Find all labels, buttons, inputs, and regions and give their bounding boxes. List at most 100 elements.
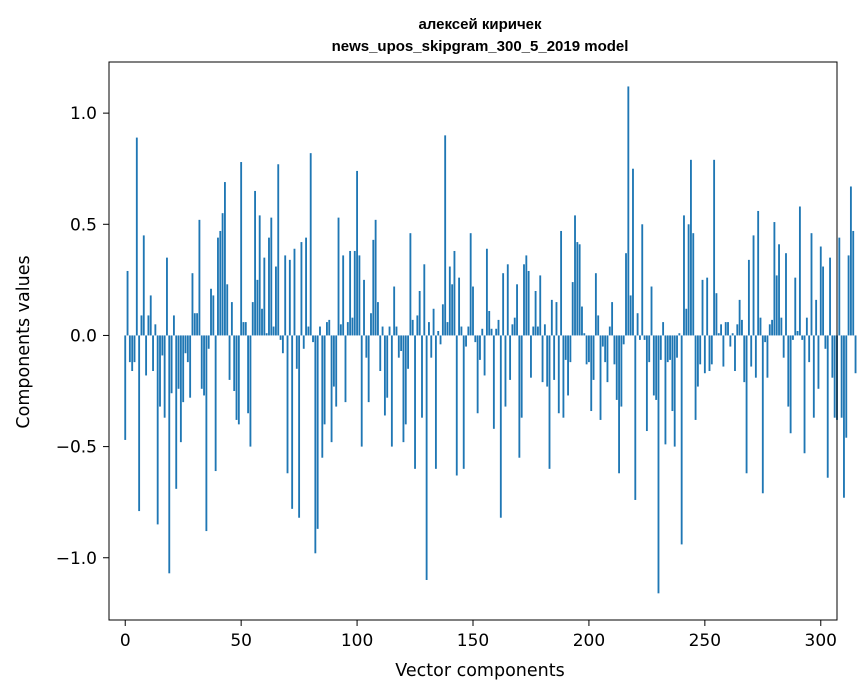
bar-196 <box>578 244 581 336</box>
bar-205 <box>599 335 602 420</box>
bar-213 <box>618 335 620 474</box>
bar-240 <box>680 335 683 545</box>
bar-119 <box>400 335 403 351</box>
bar-163 <box>502 273 505 336</box>
bar-302 <box>824 335 827 349</box>
bar-73 <box>293 248 296 336</box>
bar-142 <box>453 250 456 336</box>
bar-123 <box>409 233 412 336</box>
bar-170 <box>518 335 521 458</box>
bar-286 <box>787 335 790 407</box>
bar-246 <box>694 335 697 420</box>
bar-308 <box>838 237 841 336</box>
bar-263 <box>734 335 736 372</box>
bar-96 <box>346 322 349 336</box>
bar-32 <box>198 219 201 336</box>
bar-113 <box>386 335 389 398</box>
bar-159 <box>492 335 495 429</box>
bar-195 <box>576 242 579 336</box>
bar-89 <box>330 335 333 443</box>
bar-41 <box>219 230 222 336</box>
bar-110 <box>379 335 382 372</box>
bar-5 <box>135 137 138 336</box>
bar-187 <box>557 335 560 414</box>
bar-287 <box>789 335 792 434</box>
bar-168 <box>513 317 516 336</box>
bar-18 <box>166 257 168 336</box>
chart-title: алексей киричек <box>418 16 542 33</box>
bar-70 <box>286 335 289 474</box>
bar-133 <box>432 308 435 336</box>
bar-222 <box>639 335 641 340</box>
bar-131 <box>428 322 430 336</box>
bar-47 <box>233 335 236 392</box>
bar-69 <box>284 255 287 336</box>
bar-214 <box>620 335 623 407</box>
bar-30 <box>193 313 196 336</box>
x-axis: 0 50 100 150 200 250 300 <box>120 620 837 651</box>
bar-197 <box>581 306 583 336</box>
y-tick-label: 0.5 <box>70 215 97 235</box>
bar-311 <box>845 335 848 438</box>
bar-184 <box>550 299 553 336</box>
bar-71 <box>288 259 291 336</box>
bar-157 <box>488 310 491 336</box>
bar-24 <box>179 335 182 443</box>
bar-74 <box>295 335 298 369</box>
bars-group <box>124 86 857 594</box>
bar-174 <box>527 270 530 336</box>
bar-285 <box>785 253 787 336</box>
bar-105 <box>367 335 370 403</box>
bar-252 <box>708 335 711 372</box>
bar-160 <box>495 328 498 336</box>
bar-140 <box>448 266 451 336</box>
bar-145 <box>460 326 463 336</box>
bar-40 <box>217 237 219 336</box>
x-tick-label: 0 <box>120 631 131 651</box>
bar-178 <box>536 326 539 336</box>
bar-75 <box>298 335 301 518</box>
bar-61 <box>265 333 268 336</box>
bar-46 <box>230 302 233 336</box>
bar-122 <box>407 335 410 369</box>
bar-139 <box>446 322 449 336</box>
bar-130 <box>425 335 428 580</box>
plot-frame <box>108 61 838 621</box>
bar-19 <box>168 335 171 574</box>
bar-87 <box>326 322 328 336</box>
bar-215 <box>622 335 625 345</box>
bar-310 <box>843 335 845 498</box>
bar-117 <box>395 326 398 336</box>
bar-65 <box>275 266 277 336</box>
bar-134 <box>434 335 437 469</box>
bar-274 <box>759 317 762 336</box>
bar-1 <box>126 270 129 336</box>
bar-267 <box>743 335 746 383</box>
bar-114 <box>388 326 391 336</box>
bar-93 <box>339 324 342 336</box>
bar-79 <box>307 326 310 336</box>
bar-210 <box>611 302 614 336</box>
bar-218 <box>629 295 632 336</box>
bar-68 <box>281 335 284 354</box>
bar-52 <box>244 322 247 336</box>
bar-148 <box>467 326 470 336</box>
bar-112 <box>383 335 386 416</box>
x-axis-label: Vector components <box>395 661 564 681</box>
bar-268 <box>745 335 748 474</box>
bar-256 <box>717 333 720 336</box>
bar-272 <box>754 335 757 378</box>
bar-236 <box>671 335 674 412</box>
bar-219 <box>632 168 634 336</box>
bar-209 <box>608 326 611 336</box>
bar-35 <box>205 335 208 532</box>
bar-260 <box>727 322 729 336</box>
bar-247 <box>696 335 699 387</box>
bar-64 <box>272 326 275 336</box>
bar-265 <box>738 299 741 336</box>
bar-231 <box>659 335 662 360</box>
bar-191 <box>567 335 569 396</box>
bar-208 <box>606 335 609 383</box>
bar-190 <box>564 335 567 360</box>
